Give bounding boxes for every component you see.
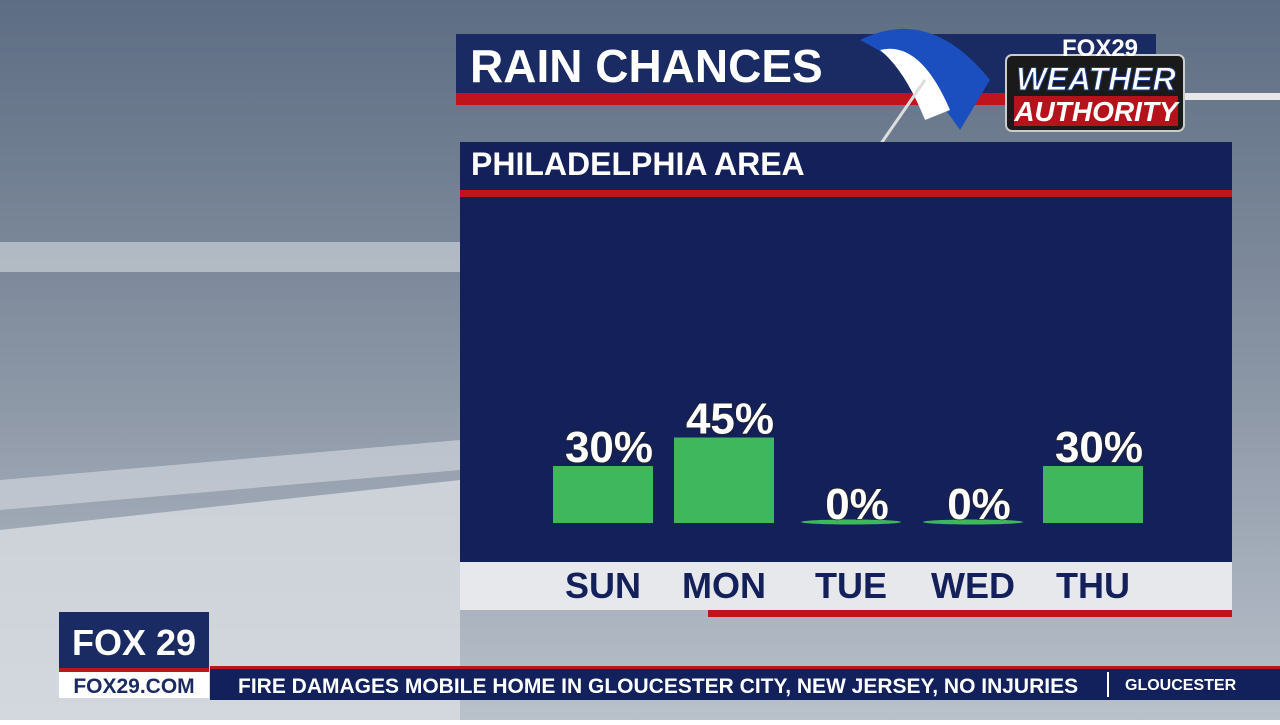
- x-tick-label: THU: [1056, 565, 1130, 606]
- x-tick-label: SUN: [565, 565, 641, 606]
- umbrella-icon: [860, 28, 990, 146]
- value-label: 0%: [947, 480, 1011, 529]
- chart-subtitle: PHILADELPHIA AREA: [471, 146, 805, 182]
- value-label: 45%: [686, 395, 774, 444]
- x-tick-label: TUE: [815, 565, 887, 606]
- title-stripe: [1180, 93, 1280, 100]
- bar: [553, 466, 653, 523]
- bar: [1043, 466, 1143, 523]
- category-stripe: [708, 610, 1232, 617]
- rail: [0, 242, 460, 272]
- ticker-stripe: [210, 666, 1280, 669]
- weather-authority-logo: FOX29 WEATHER AUTHORITY: [1005, 35, 1185, 132]
- ticker-location: GLOUCESTER: [1125, 677, 1237, 694]
- value-label: 30%: [565, 423, 653, 472]
- website: FOX29.COM: [73, 675, 194, 698]
- bar: [674, 437, 774, 523]
- title-stripe: [456, 93, 1016, 105]
- ticker-headline: FIRE DAMAGES MOBILE HOME IN GLOUCESTER C…: [238, 675, 1078, 698]
- bar: [801, 519, 901, 525]
- logo-line: AUTHORITY: [1013, 96, 1180, 127]
- x-tick-label: WED: [931, 565, 1015, 606]
- value-label: 30%: [1055, 423, 1143, 472]
- subtitle-stripe: [460, 190, 1232, 197]
- website-box: [59, 672, 209, 698]
- station-name: FOX 29: [72, 622, 196, 663]
- rail: [0, 440, 460, 510]
- station-box: [59, 612, 209, 672]
- logo-top: FOX29: [1062, 35, 1138, 62]
- logo-line: WEATHER: [1016, 61, 1175, 97]
- category-strip: [460, 562, 1232, 610]
- value-label: 0%: [825, 480, 889, 529]
- x-tick-label: MON: [682, 565, 766, 606]
- chart-title: RAIN CHANCES: [470, 40, 823, 92]
- ticker-bar: [210, 668, 1280, 700]
- bar: [923, 519, 1023, 525]
- station-stripe: [59, 668, 209, 672]
